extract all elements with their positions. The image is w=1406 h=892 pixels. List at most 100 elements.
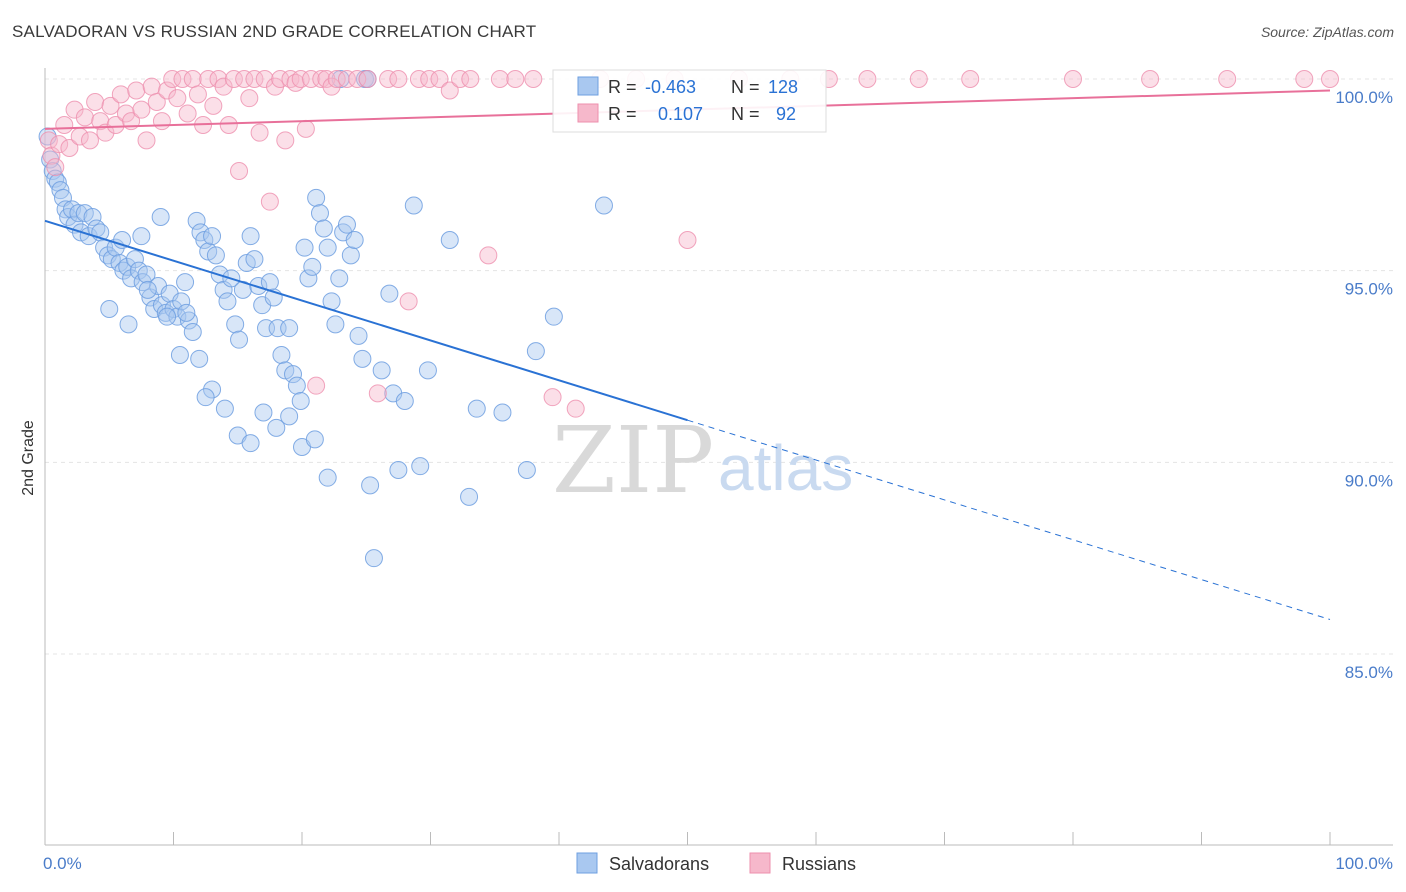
salvadorans-point <box>337 215 356 234</box>
russians-point <box>379 70 398 88</box>
russians-point <box>506 70 525 88</box>
salvadorans-point <box>303 257 322 276</box>
russians-point <box>479 246 498 265</box>
salvadorans-point <box>341 246 360 265</box>
salvadorans-point <box>395 392 414 410</box>
russians-point <box>1321 70 1339 88</box>
russians-point <box>80 131 99 150</box>
russians-point <box>132 100 151 119</box>
watermark-zip: ZIP <box>552 407 714 514</box>
russians-point <box>55 116 74 134</box>
salvadorans-point <box>361 476 380 495</box>
russians-point <box>440 81 459 100</box>
y-tick-labels: 85.0% 90.0% 95.0% 100.0% <box>1335 88 1393 682</box>
russians-point <box>348 70 367 88</box>
russians-point <box>358 70 377 88</box>
salvadorans-trend-line <box>44 219 688 422</box>
russians-point <box>219 116 238 134</box>
russians-point <box>255 70 274 88</box>
y-tick-label: 100.0% <box>1335 88 1393 107</box>
salvadorans-point <box>295 238 314 257</box>
salvadorans-point <box>326 315 345 334</box>
source-credit: Source: ZipAtlas.com <box>1260 24 1394 40</box>
russians-point <box>224 70 243 88</box>
salvadorans-trend-extension <box>687 419 1331 620</box>
salvadorans-point <box>291 392 310 410</box>
salvadorans-point <box>493 403 512 422</box>
salvadorans-point <box>215 399 234 418</box>
legend-n-value: 92 <box>776 104 796 124</box>
russians-point <box>96 123 115 142</box>
russians-point <box>152 112 171 131</box>
salvadorans-point <box>267 418 286 437</box>
salvadorans-point <box>349 326 368 345</box>
russians-point <box>327 70 346 88</box>
russians-point <box>101 96 120 115</box>
salvadorans-point <box>418 361 437 380</box>
series-legend-label-salvadorans: Salvadorans <box>609 854 709 874</box>
russians-point <box>399 292 418 311</box>
russians-point <box>178 104 197 123</box>
salvadorans-point <box>69 204 88 223</box>
russians-point <box>173 70 192 88</box>
series-legend-label-russians: Russians <box>782 854 856 874</box>
salvadorans-point <box>137 265 156 284</box>
russians-point <box>204 96 223 115</box>
series-legend-swatch-salvadorans <box>576 852 598 874</box>
axes <box>44 68 1393 846</box>
salvadorans-point <box>330 269 349 288</box>
salvadorans-point <box>196 388 215 407</box>
salvadorans-point <box>183 323 202 341</box>
x-tick-label-min: 0.0% <box>43 854 82 873</box>
russians-point <box>50 135 69 154</box>
russians-point <box>1141 70 1160 88</box>
russians-point <box>168 89 187 108</box>
russians-point <box>75 108 94 127</box>
legend-n-value: 128 <box>768 77 798 97</box>
salvadorans-point <box>526 342 545 361</box>
salvadorans-point <box>318 468 337 487</box>
russians-point <box>301 70 320 88</box>
salvadorans-point <box>280 407 299 426</box>
salvadorans-point <box>287 376 306 395</box>
salvadorans-point <box>206 246 225 265</box>
russians-point <box>199 70 218 88</box>
russians-point <box>961 70 980 88</box>
russians-point <box>461 70 480 88</box>
salvadorans-point <box>203 380 222 399</box>
salvadorans-point <box>83 208 102 226</box>
russians-point <box>858 70 877 88</box>
salvadorans-point <box>544 307 563 326</box>
salvadorans-point <box>254 403 273 422</box>
y-axis-title: 2nd Grade <box>20 420 37 496</box>
salvadorans-point <box>280 319 299 338</box>
russians-point <box>147 93 166 111</box>
salvadorans-point <box>122 269 141 288</box>
russians-point <box>260 192 279 211</box>
salvadorans-point <box>187 211 206 230</box>
russians-point <box>86 93 105 111</box>
russians-point <box>137 131 156 150</box>
salvadorans-point <box>299 269 318 288</box>
russians-point <box>240 89 259 108</box>
watermark-atlas: atlas <box>718 432 853 504</box>
salvadorans-points <box>38 70 613 568</box>
russians-point <box>111 85 130 104</box>
russians-point <box>1295 70 1314 88</box>
russians-point <box>337 70 356 88</box>
watermark: ZIP atlas <box>552 407 853 514</box>
legend-r-label: R = <box>608 104 637 124</box>
y-tick-label: 90.0% <box>1345 471 1393 490</box>
russians-point <box>312 70 331 88</box>
x-tick-label-max: 100.0% <box>1335 854 1393 873</box>
salvadorans-point <box>345 231 364 249</box>
salvadorans-point <box>307 188 326 207</box>
russians-point <box>1218 70 1237 88</box>
russians-point <box>39 131 58 150</box>
russians-point <box>46 158 65 177</box>
salvadorans-point <box>138 280 157 299</box>
salvadorans-point <box>241 434 260 453</box>
salvadorans-point <box>203 227 222 246</box>
russians-point <box>389 70 408 88</box>
russians-point <box>91 112 110 131</box>
